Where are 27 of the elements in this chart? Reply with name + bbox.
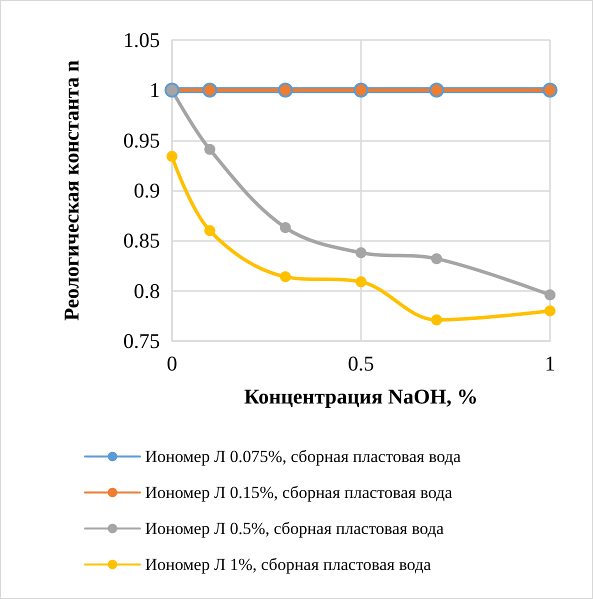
y-tick-label: 0.75 bbox=[123, 329, 160, 353]
point bbox=[431, 253, 442, 264]
point bbox=[544, 305, 556, 316]
point bbox=[431, 314, 442, 326]
point bbox=[280, 222, 291, 234]
legend-label: Иономер Л 0.075%, сборная пластовая вода bbox=[145, 447, 462, 466]
point bbox=[204, 225, 216, 236]
y-tick-label: 0.8 bbox=[134, 278, 160, 303]
point bbox=[166, 150, 178, 162]
x-axis-title: Концентрация NaOH, % bbox=[244, 384, 478, 408]
x-tick-label: 0.5 bbox=[348, 352, 374, 376]
y-tick-label: 0.85 bbox=[123, 228, 160, 253]
y-axis-title: Реологическая константа n bbox=[60, 60, 84, 321]
y-tick-label: 1 bbox=[150, 78, 160, 102]
legend-label: Иономер Л 1%, сборная пластовая вода bbox=[145, 555, 432, 574]
y-tick-label: 0.95 bbox=[123, 128, 160, 152]
x-tick-label: 0 bbox=[166, 352, 178, 376]
point bbox=[280, 271, 291, 282]
point bbox=[356, 247, 366, 258]
y-tick-label: 1.05 bbox=[123, 28, 160, 52]
point bbox=[356, 276, 366, 288]
legend-label: Иономер Л 0.5%, сборная пластовая вода bbox=[145, 519, 444, 538]
legend-label: Иономер Л 0.15%, сборная пластовая вода bbox=[145, 483, 453, 502]
y-tick-label: 0.9 bbox=[134, 178, 160, 202]
point bbox=[544, 289, 556, 300]
point bbox=[204, 144, 216, 155]
x-tick-label: 1 bbox=[544, 352, 556, 376]
